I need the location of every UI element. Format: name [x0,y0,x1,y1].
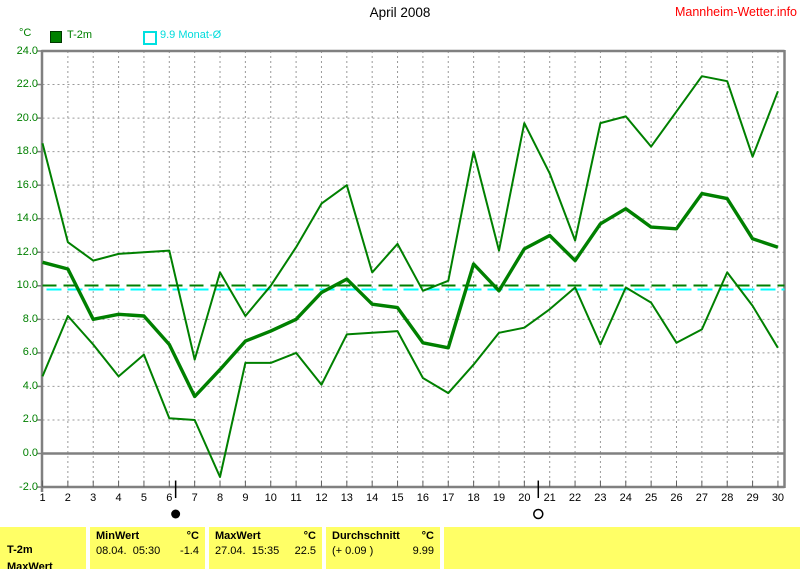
full-moon-icon [533,508,544,520]
x-tick-label: 2 [64,492,71,504]
durchschnitt-unit: °C [421,530,434,542]
x-tick-label: 19 [492,492,506,504]
y-tick-label: 12.0 [16,245,38,258]
y-tick-label: 4.0 [22,379,38,392]
x-tick-label: 30 [771,492,785,504]
new-moon-icon [171,509,181,519]
x-tick-label: 29 [746,492,759,504]
maxwert-header: MaxWert [215,530,261,542]
table-cell-series: T-2m MaxWert [0,527,86,569]
x-tick-label: 4 [115,492,122,504]
durchschnitt-value: 9.99 [412,545,434,557]
x-tick-label: 15 [391,492,404,504]
maxwert-unit: °C [303,530,316,542]
y-tick-label: 8.0 [22,312,38,325]
y-tick-label: 14.0 [16,212,38,225]
minwert-datetime: 08.04. 05:30 [96,545,161,557]
x-tick-label: 17 [442,492,455,504]
y-tick-label: 6.0 [22,346,38,359]
y-tick-label: 24.0 [16,44,38,57]
x-tick-label: 21 [543,492,556,504]
x-tick-label: 10 [264,492,277,504]
y-tick-label: -2.0 [19,480,38,493]
y-tick-label: 20.0 [16,111,38,124]
x-tick-label: 22 [568,492,582,504]
x-tick-label: 9 [242,492,249,504]
minwert-header: MinWert [96,530,140,542]
y-tick-label: 10.0 [16,279,38,292]
x-tick-label: 7 [191,492,198,504]
x-tick-label: 8 [216,492,224,504]
x-tick-label: 11 [290,492,302,504]
table-cell-empty [444,527,800,569]
y-tick-label: 18.0 [16,145,38,158]
x-tick-label: 23 [594,492,607,504]
x-tick-label: 26 [670,492,683,504]
y-tick-label: 2.0 [22,413,38,426]
x-tick-label: 16 [416,492,430,504]
x-tick-label: 1 [39,492,46,504]
x-tick-label: 3 [90,492,97,504]
t2m-max-line [41,75,779,361]
t2m-mean-line [42,191,779,399]
t2m-min-line [41,271,779,478]
x-tick-label: 5 [140,492,147,504]
table-row-label: T-2m [7,544,33,556]
legend-label-t2m: T-2m [67,29,93,41]
maxwert-datetime: 27.04. 15:35 [215,545,280,557]
durchschnitt-header: Durchschnitt [332,530,400,542]
minwert-value: -1.4 [180,545,199,557]
site-link[interactable]: Mannheim-Wetter.info [674,5,797,19]
x-tick-label: 13 [340,492,353,504]
temperature-chart [36,49,786,520]
maxwert-value: 22.5 [294,545,316,557]
y-axis-unit-label: °C [19,27,32,39]
durchschnitt-delta: (+ 0.09 ) [332,545,374,557]
x-tick-label: 6 [166,492,173,504]
x-tick-label: 20 [518,492,531,504]
legend-label-monthly-average: 9.9 Monat-Ø [160,29,222,41]
x-tick-label: 28 [721,492,734,504]
x-tick-label: 24 [619,492,632,504]
table-next-row-label-clipped: MaxWert [7,561,53,569]
table-cell-minwert: MinWert °C 08.04. 05:30 -1.4 [90,527,205,569]
table-cell-durchschnitt: Durchschnitt °C (+ 0.09 ) 9.99 [326,527,440,569]
y-tick-label: 22.0 [16,78,38,91]
x-tick-label: 25 [645,492,658,504]
x-tick-label: 14 [366,492,379,504]
monthly-average-swatch-icon [143,31,157,45]
y-tick-label: 0.0 [22,447,38,459]
table-cell-maxwert: MaxWert °C 27.04. 15:35 22.5 [209,527,322,569]
page-title: April 2008 [369,5,431,20]
y-tick-label: 16.0 [16,178,38,191]
x-tick-label: 12 [315,492,328,504]
x-tick-label: 18 [467,492,480,504]
t2m-series-swatch-icon [50,31,62,43]
minwert-unit: °C [186,530,199,542]
x-tick-label: 27 [695,492,708,504]
